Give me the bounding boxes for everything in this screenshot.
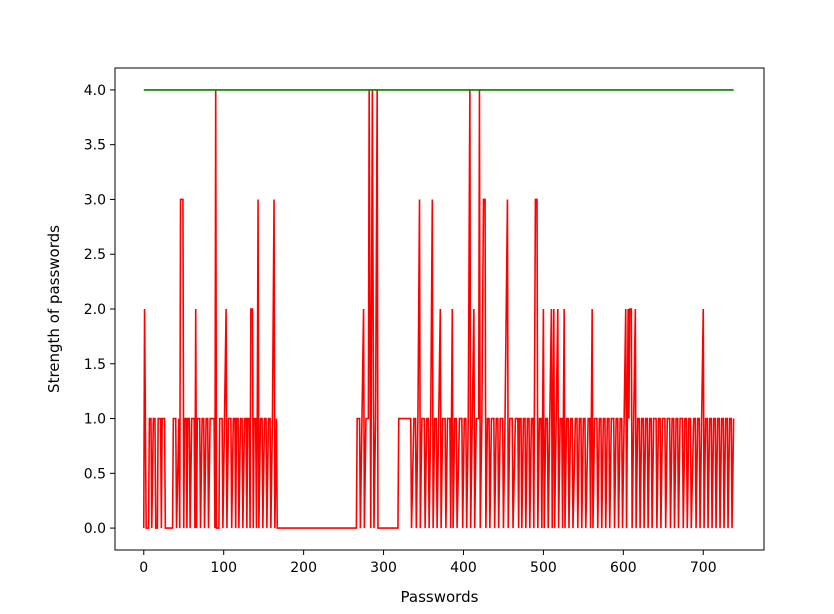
x-tick-label: 500: [530, 560, 557, 576]
x-axis-ticks: 0 100 200 300 400 500 600 700: [139, 550, 717, 576]
y-tick-label: 0.0: [84, 521, 106, 537]
y-tick-label: 1.0: [84, 412, 106, 428]
y-tick-label: 0.5: [84, 466, 106, 482]
x-tick-label: 700: [690, 560, 717, 576]
x-axis-label: Passwords: [401, 588, 479, 606]
x-tick-label: 200: [290, 560, 317, 576]
x-tick-label: 400: [450, 560, 477, 576]
y-tick-label: 2.5: [84, 247, 106, 263]
x-tick-label: 300: [370, 560, 397, 576]
y-axis-ticks: 0.0 0.5 1.0 1.5 2.0 2.5 3.0 3.5 4.0: [84, 83, 115, 537]
y-axis-label: Strength of passwords: [45, 225, 63, 393]
y-tick-label: 3.5: [84, 138, 106, 154]
y-tick-label: 4.0: [84, 83, 106, 99]
series-line-0: [142, 89, 735, 529]
y-tick-label: 1.5: [84, 357, 106, 373]
y-tick-label: 3.0: [84, 192, 106, 208]
x-tick-label: 0: [139, 560, 148, 576]
x-tick-label: 600: [610, 560, 637, 576]
series-layer: [142, 89, 735, 529]
y-tick-label: 2.0: [84, 302, 106, 318]
x-tick-label: 100: [210, 560, 237, 576]
